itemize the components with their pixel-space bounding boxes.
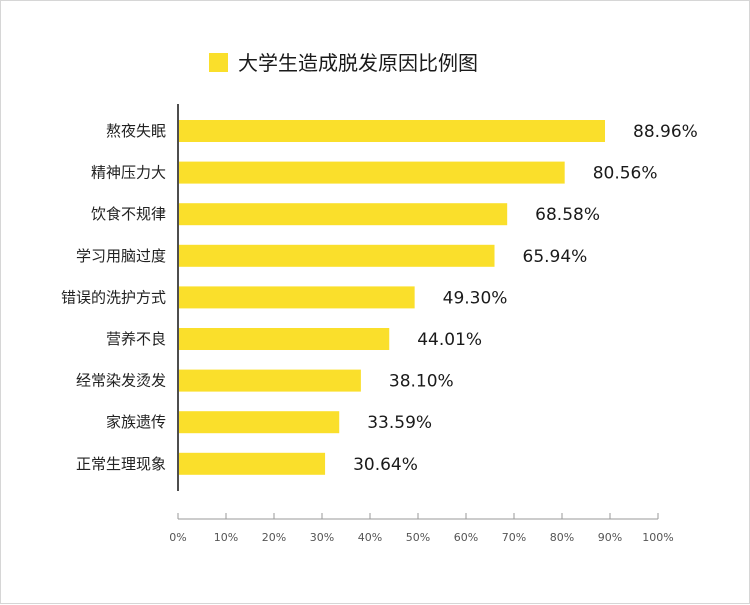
- x-tick-label-1: 10%: [214, 531, 238, 544]
- bar-6: [179, 369, 361, 392]
- bar-7: [179, 411, 340, 434]
- bars-group: 熬夜失眠 88.96% 精神压力大 80.56% 饮食不规律 68.58% 学习用脑过度 65…: [61, 120, 698, 475]
- category-label-1: 精神压力大: [91, 164, 166, 182]
- chart-title: 大学生造成脱发原因比例图: [238, 51, 478, 75]
- bar-5: [179, 328, 390, 350]
- value-label-8: 30.64%: [353, 455, 418, 475]
- value-label-6: 38.10%: [389, 372, 454, 392]
- x-tick-label-4: 40%: [358, 531, 382, 544]
- bar-4: [179, 286, 415, 309]
- bar-1: [179, 161, 565, 184]
- category-label-7: 家族遗传: [106, 413, 166, 431]
- bar-0: [179, 120, 606, 142]
- bar-8: [179, 452, 326, 475]
- bar-2: [179, 203, 508, 226]
- x-tick-label-9: 90%: [598, 531, 622, 544]
- x-tick-label-10: 100%: [642, 531, 673, 544]
- value-label-5: 44.01%: [417, 330, 482, 350]
- category-label-3: 学习用脑过度: [76, 247, 166, 265]
- x-tick-label-2: 20%: [262, 531, 286, 544]
- value-label-1: 80.56%: [593, 164, 658, 184]
- x-tick-label-7: 70%: [502, 531, 526, 544]
- value-label-2: 68.58%: [535, 205, 600, 225]
- chart-title-group: 大学生造成脱发原因比例图: [209, 51, 478, 75]
- category-label-8: 正常生理现象: [76, 455, 166, 473]
- value-label-3: 65.94%: [523, 247, 588, 267]
- value-label-7: 33.59%: [367, 413, 432, 433]
- category-label-0: 熬夜失眠: [106, 122, 166, 140]
- value-label-4: 49.30%: [443, 288, 508, 308]
- x-ticks-group: 0% 10% 20% 30% 40% 50% 60% 70% 80% 90% 100%: [169, 513, 674, 544]
- category-label-5: 营养不良: [106, 330, 166, 348]
- legend-swatch: [209, 53, 228, 72]
- x-tick-label-6: 60%: [454, 531, 478, 544]
- x-tick-label-5: 50%: [406, 531, 430, 544]
- x-tick-label-0: 0%: [169, 531, 186, 544]
- category-label-2: 饮食不规律: [91, 205, 166, 223]
- x-tick-label-8: 80%: [550, 531, 574, 544]
- value-label-0: 88.96%: [633, 122, 698, 142]
- bar-3: [179, 244, 495, 267]
- category-label-4: 错误的洗护方式: [61, 288, 166, 306]
- x-tick-label-3: 30%: [310, 531, 334, 544]
- category-label-6: 经常染发烫发: [76, 372, 166, 390]
